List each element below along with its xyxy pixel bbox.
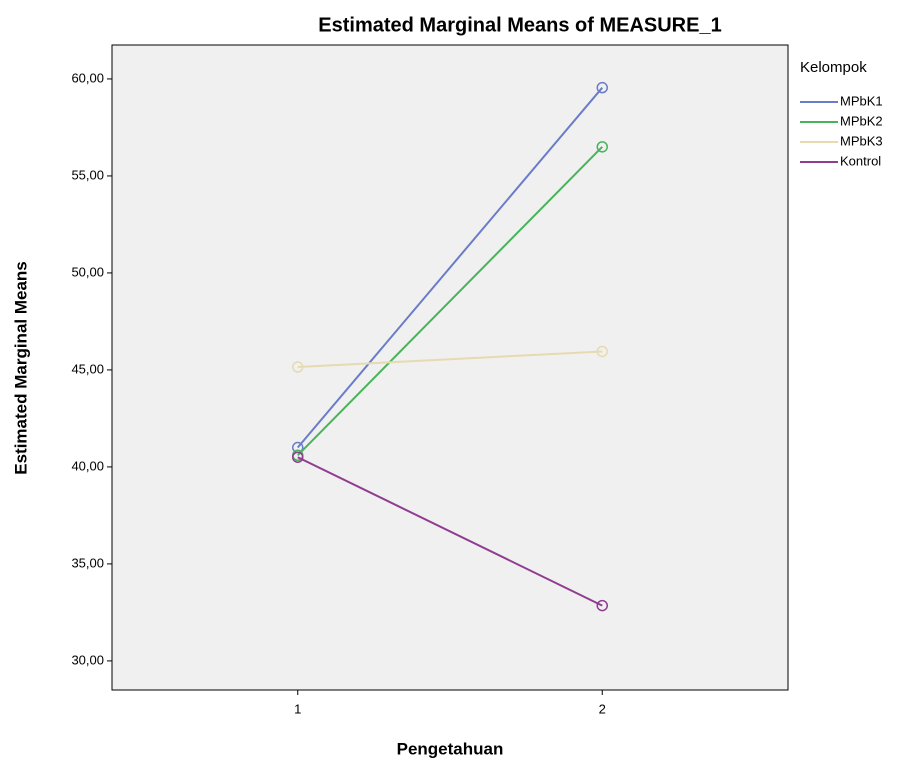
y-axis-label: Estimated Marginal Means [11, 261, 30, 475]
plot-area [111, 44, 789, 691]
x-tick-label: 2 [599, 701, 606, 716]
legend-title: Kelompok [800, 59, 867, 76]
series-line [297, 146, 603, 456]
x-axis-label: Pengetahuan [397, 739, 504, 758]
series-line [296, 87, 604, 449]
x-tick-label: 1 [294, 701, 301, 716]
series-line [297, 350, 603, 369]
legend-label: MPbK1 [840, 93, 883, 108]
point-marker [291, 361, 304, 373]
y-tick-label: 55,00 [71, 167, 104, 182]
chart-title: Estimated Marginal Means of MEASURE_1 [318, 14, 721, 36]
y-tick-label: 30,00 [71, 652, 104, 667]
point-marker [596, 141, 609, 153]
point-marker [596, 81, 609, 94]
legend-label: MPbK3 [840, 133, 883, 148]
point-marker [291, 451, 304, 463]
series-line [297, 456, 603, 607]
legend-label: Kontrol [840, 153, 881, 168]
y-tick-label: 60,00 [71, 70, 104, 85]
y-tick-label: 50,00 [71, 264, 104, 279]
y-tick-label: 45,00 [71, 361, 104, 376]
y-tick-label: 35,00 [71, 555, 104, 570]
legend-label: MPbK2 [840, 113, 883, 128]
point-marker [596, 599, 609, 612]
point-marker [596, 345, 609, 358]
y-tick-label: 40,00 [71, 458, 104, 473]
